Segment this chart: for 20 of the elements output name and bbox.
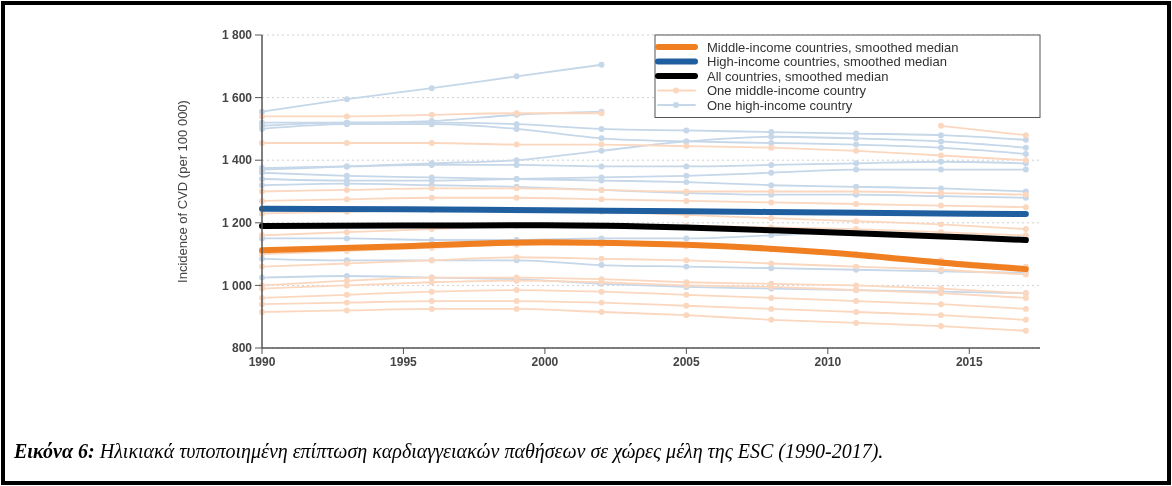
text: Εικόνα 6:	[14, 440, 95, 462]
text: Ηλικιακά τυποποιημένη επίπτωση καρδιαγγειακών παθήσεων σε χώρες μέλη της ESC (1990-2017).	[99, 440, 884, 462]
y-tick-label: 1 800	[221, 28, 253, 43]
legend-label: All countries, smoothed median	[707, 68, 889, 84]
x-tick-label: 2005	[673, 355, 701, 369]
y-axis-title: Incidence of CVD (per 100 000)	[175, 100, 190, 283]
y-tick-label: 1 200	[221, 216, 253, 230]
x-tick-label: 1995	[390, 355, 418, 369]
y-tick-label: 800	[231, 341, 253, 356]
x-tick-label: 1990	[248, 355, 276, 369]
legend-label: Middle-income countries, smoothed median	[707, 39, 959, 55]
y-tick-label: 1 600	[221, 90, 253, 105]
legend-label: One middle-income country	[707, 83, 867, 99]
legend-label: One high-income country	[707, 97, 853, 113]
x-tick-label: 2015	[955, 355, 983, 369]
x-tick-label: 2000	[531, 355, 559, 369]
legend-label: High-income countries, smoothed median	[707, 54, 947, 70]
x-tick-label: 2010	[814, 355, 842, 369]
y-tick-label: 1 400	[221, 153, 253, 168]
y-tick-label: 1 000	[221, 278, 253, 293]
